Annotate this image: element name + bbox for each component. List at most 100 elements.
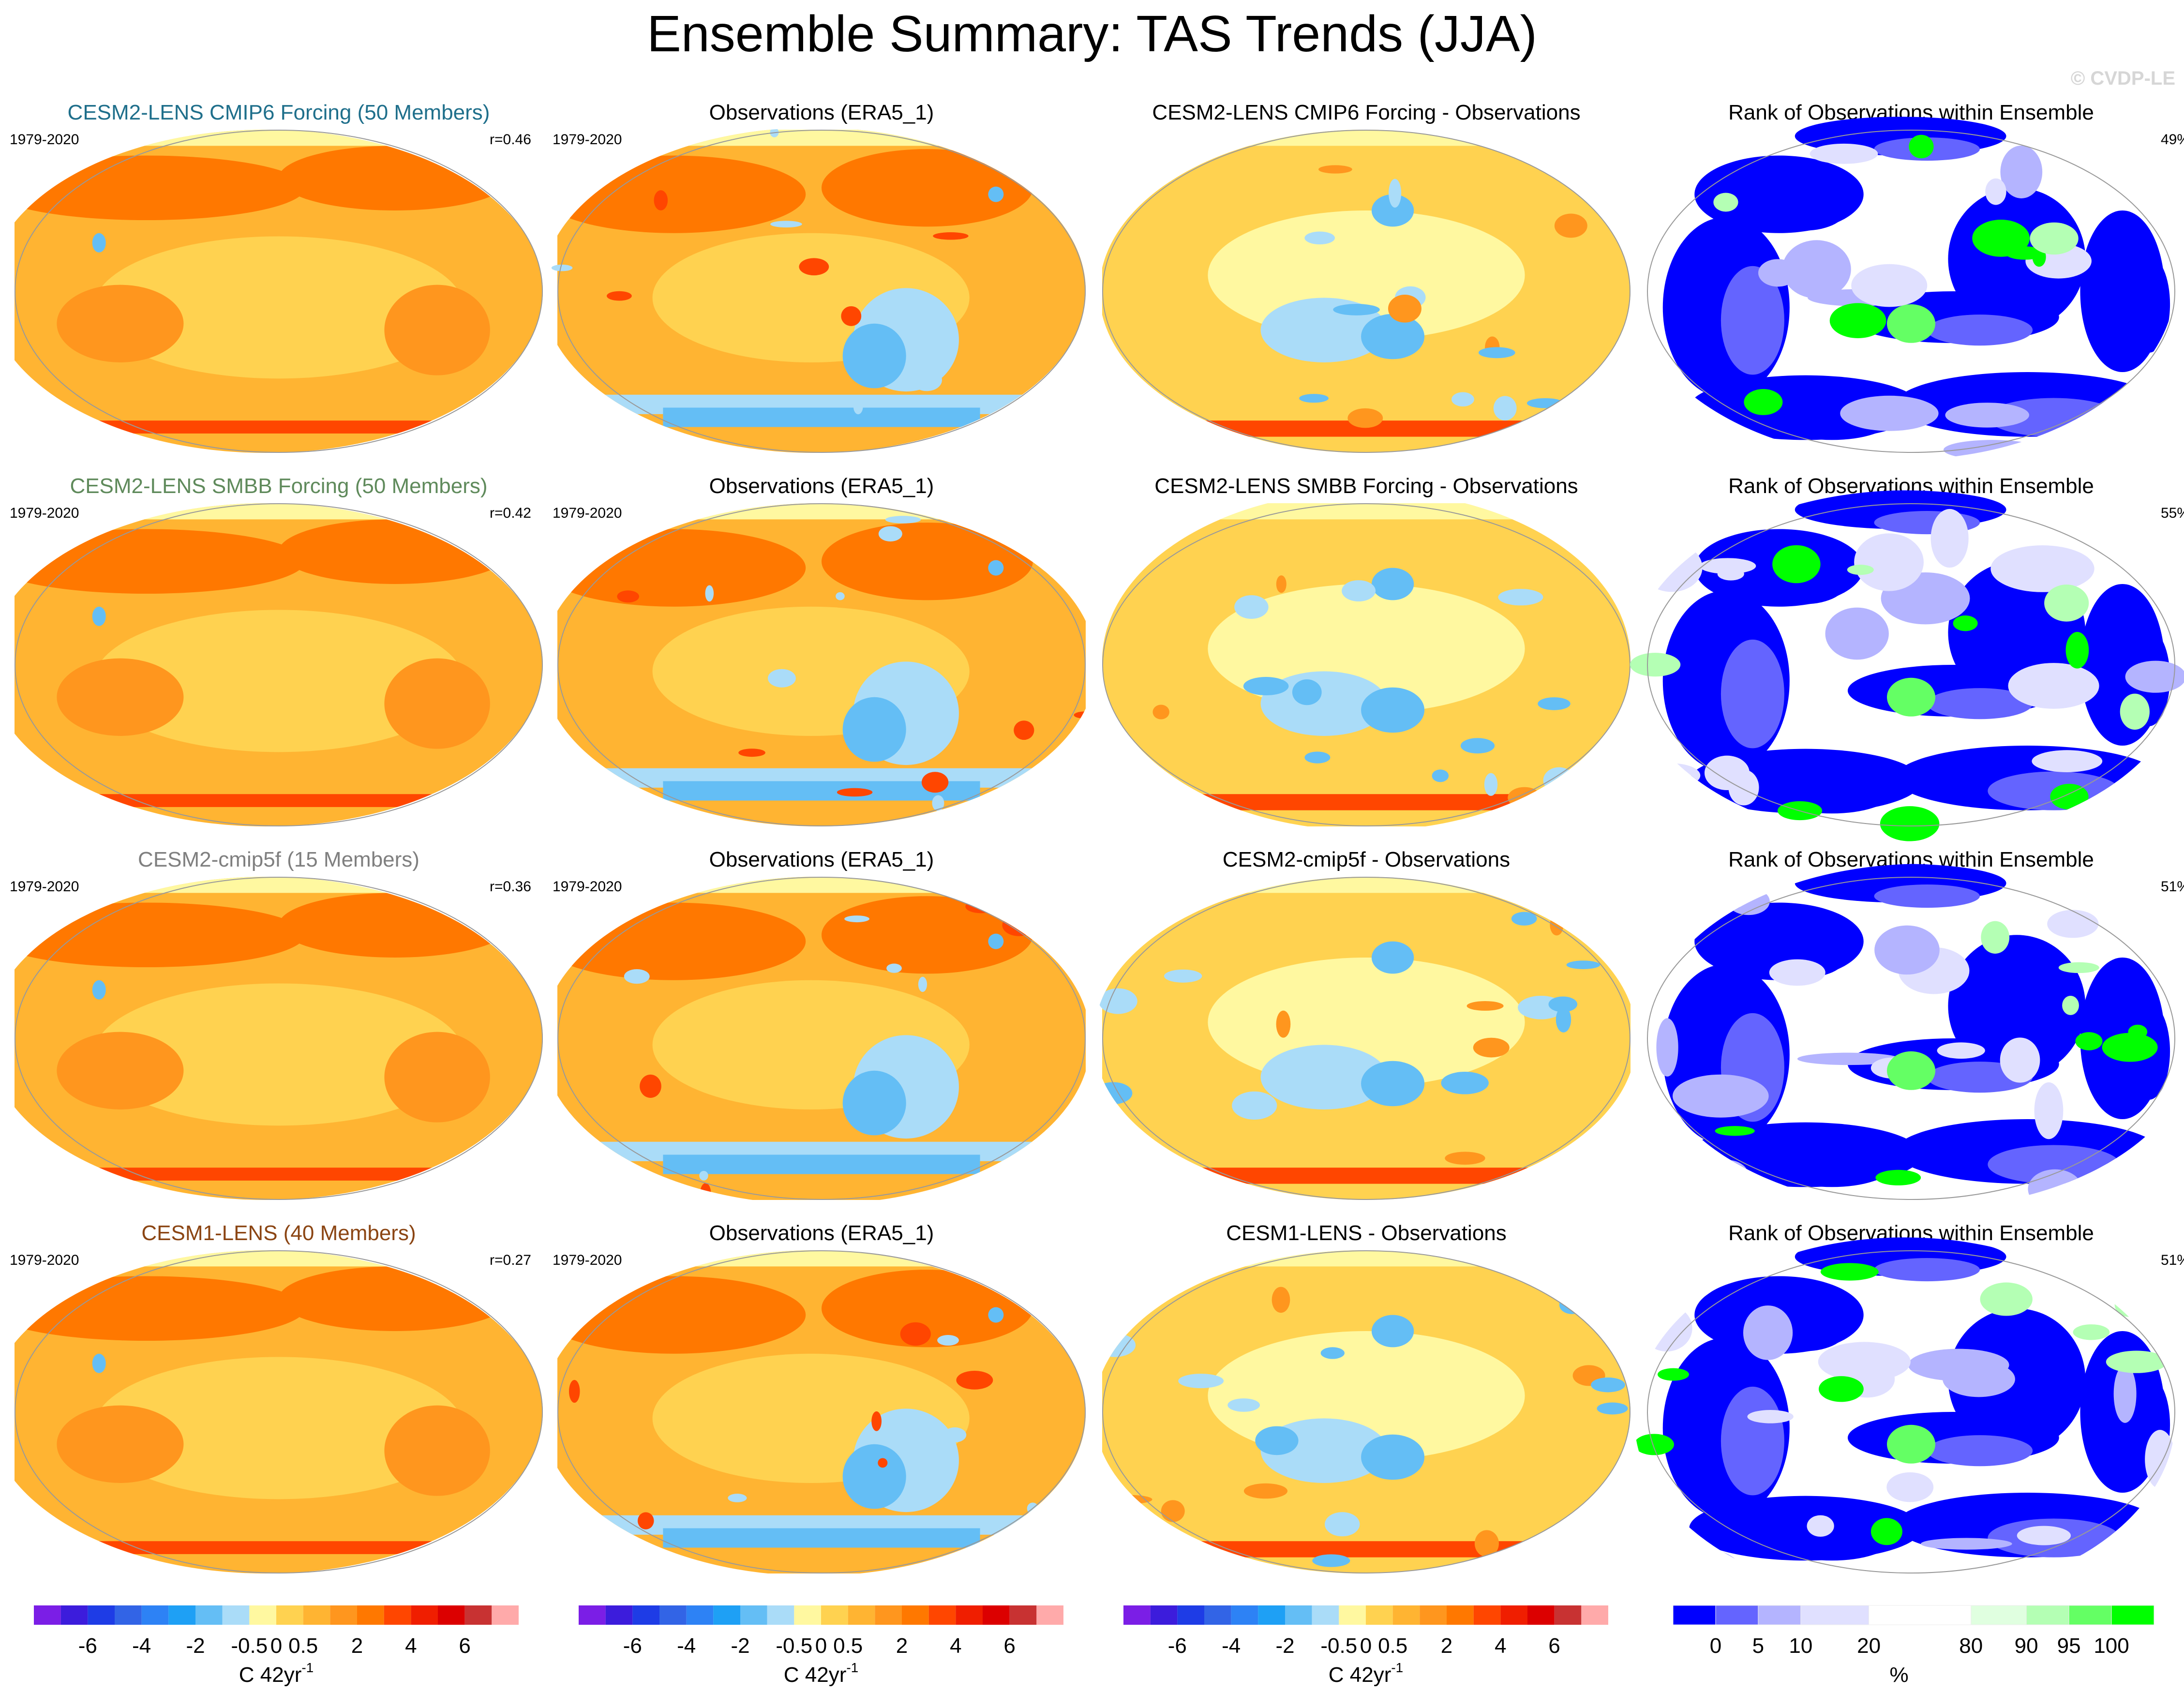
colorbar-tick-label: 0 bbox=[1360, 1634, 1372, 1658]
colorbar-tick-label: 0.5 bbox=[288, 1634, 318, 1658]
colorbar-box bbox=[1204, 1605, 1231, 1625]
colorbar-box bbox=[1392, 1605, 1420, 1625]
panel-period: 1979-2020 bbox=[10, 1252, 79, 1268]
colorbar-tick-label: 80 bbox=[1959, 1634, 1983, 1658]
colorbar-tick-label: 2 bbox=[896, 1634, 908, 1658]
colorbar-box bbox=[1715, 1605, 1759, 1625]
colorbar-box bbox=[88, 1605, 115, 1625]
panel-title-diff: CESM2-cmip5f - Observations bbox=[1222, 848, 1511, 871]
panel-period: 1979-2020 bbox=[553, 1252, 622, 1268]
colorbar-box bbox=[2026, 1605, 2069, 1625]
colorbar-tick-label: 4 bbox=[950, 1634, 961, 1658]
colorbar-box bbox=[411, 1605, 438, 1625]
colorbar-box bbox=[983, 1605, 1010, 1625]
colorbar-box bbox=[222, 1605, 250, 1625]
trend-map bbox=[541, 127, 1086, 453]
colorbar-tick-label: -2 bbox=[186, 1634, 205, 1658]
trend-map bbox=[541, 877, 1091, 1205]
colorbar-box bbox=[1123, 1605, 1151, 1625]
rank-map bbox=[1630, 490, 2184, 841]
colorbar-box bbox=[902, 1605, 929, 1625]
rank-map bbox=[1630, 105, 2175, 460]
colorbar-box bbox=[848, 1605, 875, 1625]
rank-percent: 51% bbox=[2161, 879, 2184, 895]
colorbar-box bbox=[1150, 1605, 1178, 1625]
colorbar-box bbox=[492, 1605, 519, 1625]
colorbar-box bbox=[1420, 1605, 1447, 1625]
colorbar-box bbox=[1581, 1605, 1608, 1625]
trend-map bbox=[541, 503, 1096, 826]
panel-period: 1979-2020 bbox=[553, 132, 622, 148]
colorbar-tick-label: 95 bbox=[2057, 1634, 2081, 1658]
colorbar-tick-label: 6 bbox=[1003, 1634, 1015, 1658]
colorbar-box bbox=[1500, 1605, 1527, 1625]
colorbar-tick-label: 0 bbox=[815, 1634, 827, 1658]
colorbar-tick-label: 4 bbox=[1495, 1634, 1506, 1658]
colorbar-tick-label: 20 bbox=[1857, 1634, 1881, 1658]
colorbar-box bbox=[632, 1605, 659, 1625]
pattern-correlation: r=0.46 bbox=[490, 132, 531, 148]
colorbar-box bbox=[605, 1605, 633, 1625]
colorbar-box bbox=[1673, 1605, 1716, 1625]
colorbar-tick-label: -4 bbox=[677, 1634, 696, 1658]
pattern-correlation: r=0.36 bbox=[490, 879, 531, 895]
colorbar-box bbox=[713, 1605, 740, 1625]
colorbar-box bbox=[464, 1605, 492, 1625]
colorbar-units: C 42yr-1 bbox=[1329, 1660, 1404, 1687]
colorbar-box bbox=[168, 1605, 195, 1625]
watermark: © CVDP-LE bbox=[2070, 68, 2175, 89]
panel-period: 1979-2020 bbox=[10, 505, 79, 521]
colorbar-box bbox=[740, 1605, 767, 1625]
colorbar-tick-label: 10 bbox=[1789, 1634, 1812, 1658]
colorbar-tick-label: -2 bbox=[731, 1634, 749, 1658]
rank-percent: 51% bbox=[2161, 1252, 2184, 1268]
colorbar-box bbox=[767, 1605, 794, 1625]
colorbar-tick-label: -6 bbox=[1168, 1634, 1187, 1658]
trend-colorbar: -6 -4 -2 -0.5 0 0.5 2 4 6 C 42yr-1 bbox=[579, 1605, 1063, 1687]
panel-title-obs: Observations (ERA5_1) bbox=[709, 848, 934, 871]
colorbar-box bbox=[1231, 1605, 1258, 1625]
colorbar-tick-label: 90 bbox=[2015, 1634, 2038, 1658]
colorbar-tick-label: 0.5 bbox=[1378, 1634, 1407, 1658]
colorbar-box bbox=[1554, 1605, 1582, 1625]
colorbar-tick-label: 5 bbox=[1752, 1634, 1764, 1658]
panel-title-diff: CESM2-LENS CMIP6 Forcing - Observations bbox=[1152, 101, 1581, 124]
colorbar-box bbox=[579, 1605, 606, 1625]
panel-title-obs: Observations (ERA5_1) bbox=[709, 1221, 934, 1245]
colorbar-units: C 42yr-1 bbox=[784, 1660, 859, 1687]
colorbar-box bbox=[384, 1605, 411, 1625]
colorbar-box bbox=[1447, 1605, 1474, 1625]
colorbar-tick-label: -4 bbox=[132, 1634, 151, 1658]
panel-period: 1979-2020 bbox=[10, 132, 79, 148]
colorbar-tick-label: -0.5 bbox=[1320, 1634, 1357, 1658]
pattern-correlation: r=0.42 bbox=[490, 505, 531, 521]
colorbar-box bbox=[1339, 1605, 1366, 1625]
colorbar-box bbox=[1869, 1605, 1972, 1625]
trend-map bbox=[1093, 877, 1637, 1200]
panel-title-diff: CESM2-LENS SMBB Forcing - Observations bbox=[1154, 474, 1578, 498]
colorbar-box bbox=[659, 1605, 687, 1625]
panel-period: 1979-2020 bbox=[10, 879, 79, 895]
panel-period: 1979-2020 bbox=[553, 505, 622, 521]
colorbar-box bbox=[195, 1605, 223, 1625]
colorbar-box bbox=[686, 1605, 714, 1625]
colorbar-tick-label: -2 bbox=[1275, 1634, 1294, 1658]
rank-map bbox=[1634, 1237, 2175, 1599]
panel-title-model: CESM2-cmip5f (15 Members) bbox=[138, 848, 419, 871]
colorbar-box bbox=[1473, 1605, 1501, 1625]
trend-map bbox=[1093, 1250, 1631, 1573]
rank-percent: 55% bbox=[2161, 505, 2184, 521]
colorbar-box bbox=[2068, 1605, 2112, 1625]
rank-colorbar: 0 5 10 20 80 90 95 100% bbox=[1673, 1605, 2154, 1687]
panel-period: 1979-2020 bbox=[553, 879, 622, 895]
colorbar-box bbox=[330, 1605, 357, 1625]
colorbar-box bbox=[141, 1605, 169, 1625]
rank-map bbox=[1647, 864, 2184, 1209]
colorbar-tick-label: 0.5 bbox=[833, 1634, 863, 1658]
panel-title-obs: Observations (ERA5_1) bbox=[709, 474, 934, 498]
panel-title-diff: CESM1-LENS - Observations bbox=[1226, 1221, 1507, 1245]
colorbar-box bbox=[1971, 1605, 2027, 1625]
colorbar-tick-label: 4 bbox=[405, 1634, 417, 1658]
colorbar-box bbox=[1285, 1605, 1312, 1625]
colorbar-tick-label: 100 bbox=[2094, 1634, 2129, 1658]
